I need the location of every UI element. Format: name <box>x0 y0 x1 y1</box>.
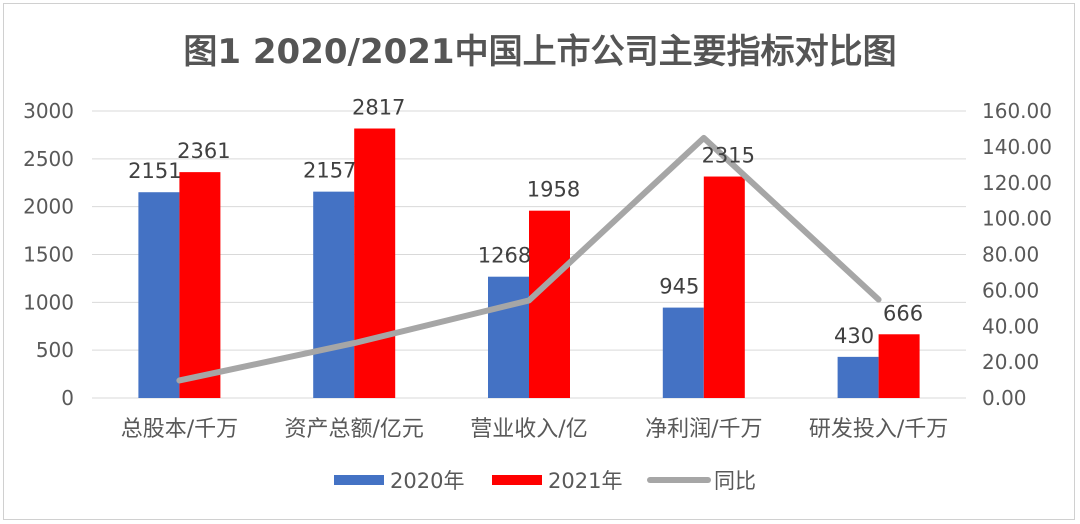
bar-series2 <box>703 176 745 398</box>
line-series <box>176 134 882 384</box>
legend-swatch <box>492 475 542 485</box>
left-tick-label: 0 <box>61 386 74 410</box>
right-tick-label: 160.00 <box>982 99 1052 123</box>
right-tick-label: 140.00 <box>982 135 1052 159</box>
right-tick-label: 40.00 <box>982 314 1039 338</box>
right-tick-label: 120.00 <box>982 171 1052 195</box>
bar-series2 <box>878 334 920 398</box>
category-label: 净利润/千万 <box>645 417 762 442</box>
bar-series1 <box>662 307 704 398</box>
right-tick-label: 0.00 <box>982 386 1027 410</box>
bar-data-label: 2157 <box>303 159 356 183</box>
right-tick-label: 20.00 <box>982 350 1039 374</box>
yoy-point <box>878 299 880 301</box>
bar-data-label: 2361 <box>177 139 230 163</box>
chart-title: 图1 2020/2021中国上市公司主要指标对比图 <box>183 32 896 72</box>
right-tick-label: 100.00 <box>982 207 1052 231</box>
right-axis: 0.00 20.00 40.00 60.00 80.00 100.00 120.00 140.… <box>982 99 1052 410</box>
grid-lines <box>92 110 966 399</box>
bar-series <box>138 128 920 398</box>
yoy-point <box>178 379 180 381</box>
category-labels: 总股本/千万 资产总额/亿元 营业收入/亿 净利润/千万 研发投入/千万 <box>121 417 949 442</box>
bar-data-label: 945 <box>659 275 699 299</box>
bar-series1 <box>837 356 879 398</box>
left-tick-label: 500 <box>36 338 74 362</box>
left-tick-label: 1500 <box>23 243 74 267</box>
bar-series1 <box>313 191 355 398</box>
left-tick-label: 2000 <box>23 195 74 219</box>
right-tick-label: 80.00 <box>982 243 1039 267</box>
bar-data-label: 1958 <box>527 178 580 202</box>
legend: 2020年 2021年 同比 <box>334 469 756 493</box>
legend-label: 同比 <box>714 469 756 493</box>
bar-data-label: 430 <box>834 324 874 348</box>
yoy-point <box>528 299 530 301</box>
left-tick-label: 3000 <box>23 99 74 123</box>
bar-data-label: 2315 <box>702 144 755 168</box>
yoy-point <box>703 137 705 139</box>
bar-data-label: 2151 <box>128 159 181 183</box>
bar-series1 <box>488 276 529 398</box>
yoy-point <box>353 342 355 344</box>
bar-series2 <box>179 172 221 398</box>
bar-series2 <box>354 128 396 398</box>
left-tick-label: 2500 <box>23 147 74 171</box>
bar-series1 <box>138 192 180 398</box>
right-tick-label: 60.00 <box>982 278 1039 302</box>
left-axis: 0 500 1000 1500 2000 2500 3000 <box>23 99 74 410</box>
bar-series2 <box>529 210 570 398</box>
category-label: 总股本/千万 <box>121 417 238 442</box>
legend-label: 2021年 <box>548 469 622 493</box>
left-tick-label: 1000 <box>23 290 74 314</box>
category-label: 营业收入/亿 <box>470 417 587 442</box>
bar-data-label: 2817 <box>352 96 405 120</box>
legend-label: 2020年 <box>390 469 464 493</box>
legend-swatch <box>334 475 384 485</box>
bar-data-label: 1268 <box>478 244 531 268</box>
bar-data-label: 666 <box>883 301 923 325</box>
chart-frame <box>3 3 1075 520</box>
category-label: 研发投入/千万 <box>809 417 948 442</box>
category-label: 资产总额/亿元 <box>284 417 423 442</box>
